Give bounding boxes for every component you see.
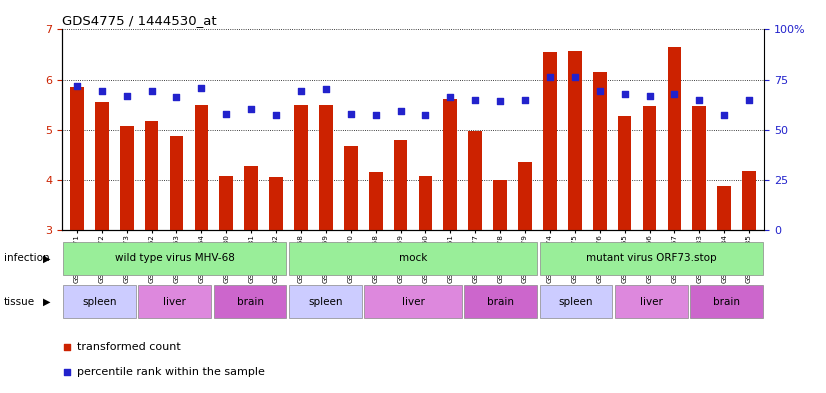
Point: [643, 92, 656, 99]
Bar: [289, 242, 537, 275]
Text: liver: liver: [401, 297, 425, 307]
Bar: [539, 285, 612, 318]
Text: spleen: spleen: [308, 297, 343, 307]
Point: [145, 88, 159, 94]
Point: [493, 98, 506, 104]
Text: brain: brain: [713, 297, 740, 307]
Point: [693, 96, 706, 103]
Bar: [690, 285, 762, 318]
Bar: [419, 176, 432, 230]
Bar: [615, 285, 687, 318]
Point: [291, 8, 304, 15]
Text: spleen: spleen: [83, 297, 116, 307]
Text: mutant virus ORF73.stop: mutant virus ORF73.stop: [586, 253, 716, 263]
Point: [444, 94, 457, 100]
Bar: [220, 176, 233, 230]
Text: liver: liver: [164, 297, 186, 307]
Point: [170, 94, 183, 100]
Point: [344, 110, 358, 117]
Bar: [139, 285, 211, 318]
Point: [519, 96, 532, 103]
Point: [294, 88, 307, 94]
Bar: [344, 146, 358, 230]
Bar: [169, 136, 183, 230]
Text: brain: brain: [487, 297, 515, 307]
Text: transformed count: transformed count: [78, 342, 181, 352]
Text: infection: infection: [4, 253, 50, 263]
Bar: [294, 105, 308, 230]
Point: [419, 112, 432, 118]
Bar: [269, 177, 283, 230]
Bar: [543, 52, 557, 230]
Bar: [244, 166, 258, 230]
Bar: [70, 87, 83, 230]
Point: [593, 88, 606, 94]
Bar: [667, 47, 681, 230]
Bar: [195, 105, 208, 230]
Bar: [743, 171, 756, 230]
Bar: [518, 162, 532, 230]
Point: [120, 93, 133, 99]
Point: [320, 85, 333, 92]
Point: [220, 110, 233, 117]
Point: [369, 112, 382, 118]
Bar: [394, 140, 407, 230]
Text: mock: mock: [399, 253, 427, 263]
Text: spleen: spleen: [558, 297, 593, 307]
Text: GDS4775 / 1444530_at: GDS4775 / 1444530_at: [62, 14, 216, 27]
Bar: [717, 186, 731, 230]
Bar: [539, 242, 762, 275]
Bar: [368, 172, 382, 230]
Bar: [464, 285, 537, 318]
Bar: [593, 72, 606, 230]
Text: percentile rank within the sample: percentile rank within the sample: [78, 367, 265, 377]
Point: [743, 96, 756, 103]
Point: [195, 85, 208, 91]
Point: [468, 96, 482, 103]
Point: [95, 88, 108, 94]
Bar: [364, 285, 462, 318]
Point: [291, 241, 304, 247]
Point: [618, 90, 631, 97]
Bar: [95, 102, 109, 230]
Bar: [145, 121, 159, 230]
Bar: [643, 106, 657, 230]
Point: [269, 112, 282, 118]
Text: ▶: ▶: [43, 297, 50, 307]
Point: [667, 90, 681, 97]
Bar: [64, 242, 287, 275]
Text: wild type virus MHV-68: wild type virus MHV-68: [115, 253, 235, 263]
Bar: [64, 285, 136, 318]
Point: [718, 112, 731, 118]
Point: [394, 108, 407, 114]
Point: [70, 83, 83, 89]
Text: brain: brain: [236, 297, 263, 307]
Bar: [618, 116, 631, 230]
Bar: [289, 285, 362, 318]
Text: liver: liver: [640, 297, 662, 307]
Point: [568, 74, 582, 80]
Bar: [214, 285, 287, 318]
Point: [244, 105, 258, 112]
Text: ▶: ▶: [43, 253, 50, 263]
Bar: [468, 131, 482, 230]
Point: [544, 74, 557, 80]
Bar: [692, 106, 706, 230]
Bar: [568, 51, 582, 230]
Text: tissue: tissue: [4, 297, 36, 307]
Bar: [493, 180, 507, 230]
Bar: [319, 105, 333, 230]
Bar: [444, 99, 458, 230]
Bar: [120, 126, 134, 230]
